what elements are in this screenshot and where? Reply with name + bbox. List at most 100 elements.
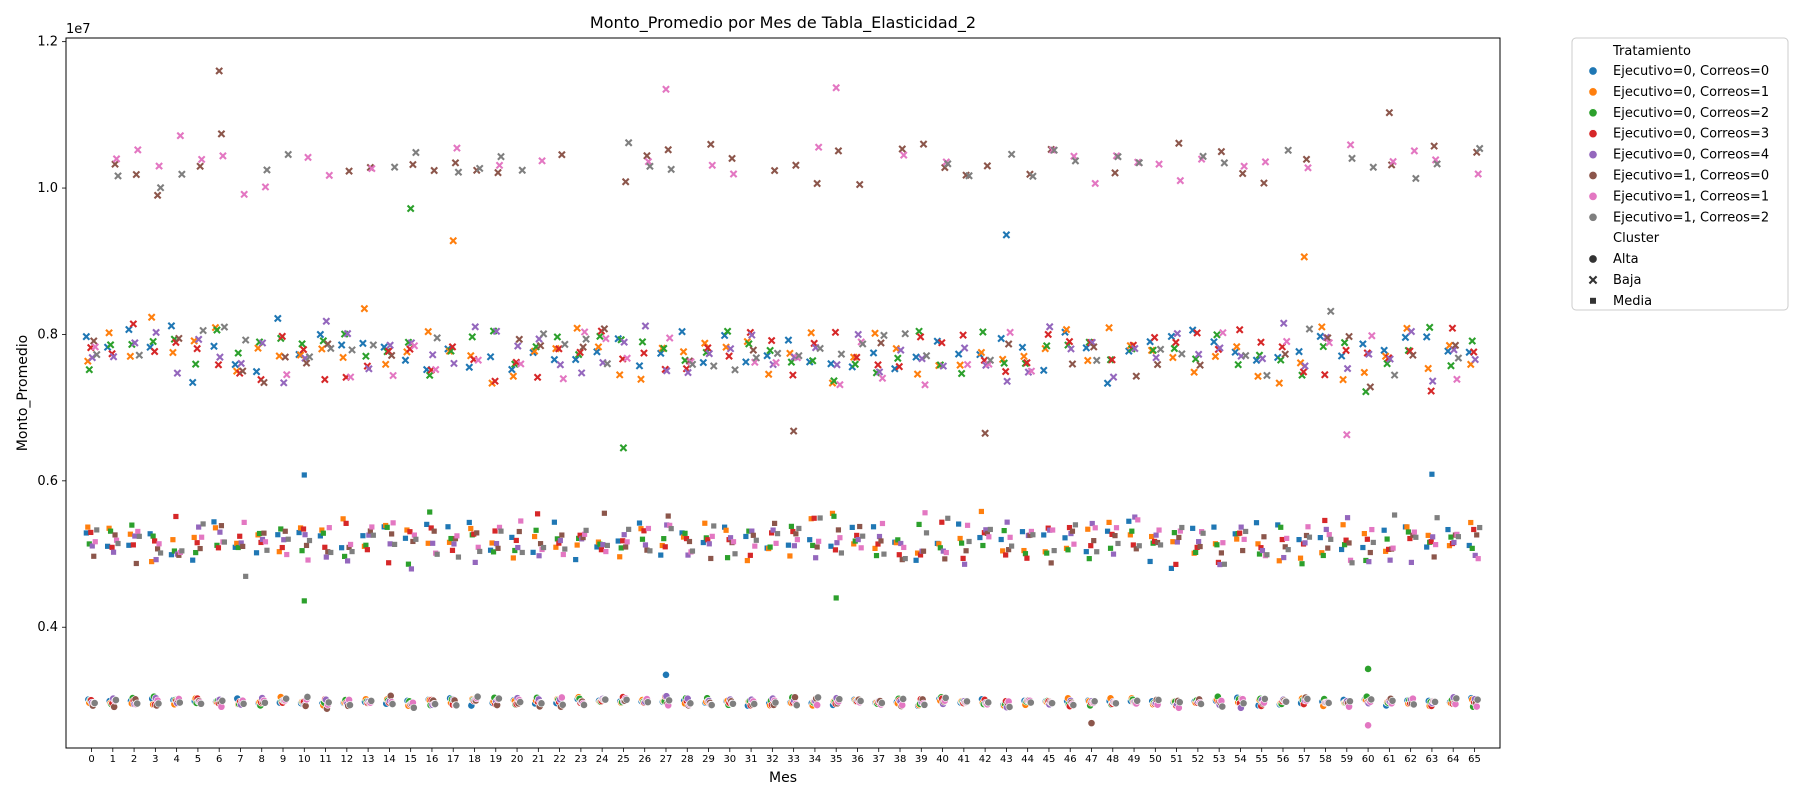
point-media	[487, 547, 494, 553]
point-media	[685, 552, 691, 558]
point-media	[1072, 522, 1079, 528]
point-alta	[1026, 698, 1035, 707]
x-tick-label: 48	[1106, 754, 1119, 765]
point-media	[750, 532, 756, 538]
point-baja	[593, 347, 601, 356]
point-media	[1066, 524, 1073, 531]
point-baja	[217, 130, 226, 138]
point-baja	[600, 325, 609, 333]
point-baja	[1342, 346, 1350, 355]
point-baja	[1092, 356, 1101, 365]
point-media	[281, 537, 287, 543]
point-baja	[448, 343, 457, 351]
x-tick-label: 16	[426, 754, 439, 765]
point-media	[455, 554, 462, 560]
point-media	[1369, 526, 1375, 533]
point-media	[559, 532, 565, 538]
point-media	[1211, 524, 1217, 530]
point-baja	[1188, 326, 1197, 334]
point-media	[1390, 545, 1396, 551]
x-tick-label: 0	[88, 754, 94, 765]
point-media	[598, 547, 605, 553]
point-baja	[299, 345, 308, 354]
point-media	[705, 537, 711, 543]
point-media	[1477, 524, 1483, 531]
point-baja	[497, 152, 505, 161]
point-baja	[1199, 152, 1207, 161]
point-media	[1190, 525, 1196, 531]
point-baja	[1424, 364, 1433, 373]
point-baja	[1042, 341, 1051, 350]
point-media	[107, 528, 114, 534]
point-media	[176, 552, 182, 558]
point-media	[533, 527, 539, 533]
point-media	[1115, 540, 1121, 547]
point-media	[1433, 541, 1439, 548]
point-media	[88, 529, 94, 536]
point-baja	[409, 160, 417, 169]
x-tick-label: 26	[638, 754, 651, 765]
point-baja	[1474, 170, 1483, 178]
legend-label: Ejecutivo=0, Correos=2	[1613, 106, 1769, 121]
point-notable	[1385, 108, 1394, 117]
point-baja	[1325, 338, 1334, 347]
point-baja	[1108, 355, 1116, 364]
point-media	[451, 541, 457, 547]
point-media	[296, 529, 302, 536]
point-media	[1214, 542, 1220, 548]
point-baja	[1211, 352, 1220, 361]
point-baja	[763, 351, 771, 360]
x-tick-label: 27	[660, 754, 673, 765]
point-media	[1410, 532, 1416, 538]
point-baja	[895, 362, 904, 371]
point-baja	[1295, 347, 1303, 356]
point-alta	[452, 701, 461, 710]
point-media	[939, 519, 945, 525]
point-alta	[367, 696, 376, 705]
point-alta	[814, 693, 822, 702]
point-baja	[1468, 337, 1477, 345]
point-baja	[556, 360, 565, 369]
point-media	[360, 533, 366, 539]
point-baja	[1039, 366, 1048, 375]
point-baja	[874, 361, 882, 369]
point-media	[496, 524, 503, 530]
point-baja	[1475, 144, 1484, 153]
y-axis-label: Monto_Promedio	[15, 335, 31, 451]
point-media	[110, 549, 117, 555]
point-media	[901, 544, 907, 551]
point-baja	[220, 323, 229, 331]
point-baja	[1390, 371, 1399, 379]
x-tick-label: 50	[1149, 754, 1162, 765]
point-media	[1322, 517, 1328, 524]
point-media	[534, 511, 541, 517]
point-media	[1127, 532, 1133, 538]
point-baja	[126, 352, 135, 361]
point-media	[987, 526, 993, 533]
point-media	[150, 533, 156, 539]
point-media	[644, 547, 650, 553]
point-media	[489, 540, 495, 546]
point-baja	[603, 359, 612, 368]
point-baja	[85, 365, 94, 374]
point-notable	[619, 444, 628, 452]
point-baja	[1469, 348, 1478, 356]
point-baja	[580, 328, 589, 336]
point-media	[774, 531, 781, 537]
point-alta	[601, 695, 610, 704]
x-tick-label: 12	[340, 754, 353, 765]
point-media	[1370, 539, 1376, 546]
point-baja	[389, 371, 397, 380]
point-baja	[573, 324, 581, 333]
point-baja	[401, 356, 410, 365]
point-media	[828, 543, 834, 549]
point-media	[259, 536, 266, 543]
point-media	[788, 523, 795, 529]
point-baja	[855, 180, 864, 189]
point-baja	[837, 350, 846, 358]
point-baja	[320, 375, 329, 384]
point-media	[562, 546, 568, 552]
point-media	[668, 526, 674, 532]
point-alta	[643, 698, 652, 707]
point-media	[582, 531, 588, 537]
